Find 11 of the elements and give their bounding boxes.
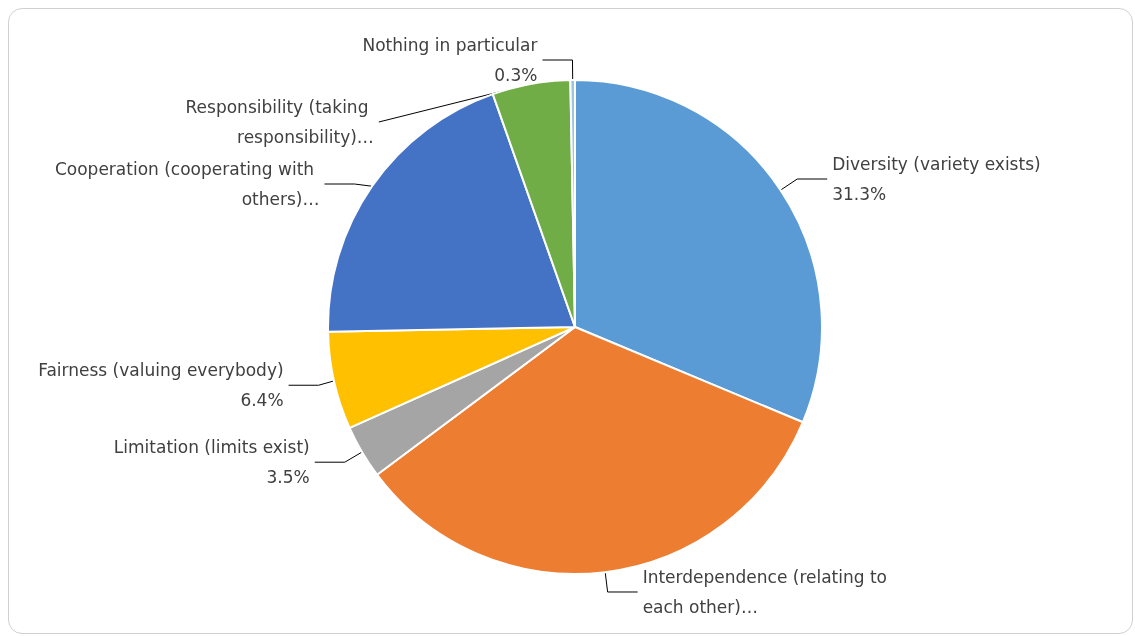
slice-label: Limitation (limits exist) — [113, 437, 310, 458]
slice-label: Fairness (valuing everybody) — [38, 360, 284, 381]
slice-label: Cooperation (cooperating with others)… — [54, 159, 320, 210]
data-label: 3.5% — [266, 467, 310, 488]
slice-label: Nothing in particular — [362, 35, 538, 56]
slice-label: Interdependence (relating to each other)… — [642, 567, 893, 617]
slice-label: Responsibility (taking responsibility)… — [185, 97, 374, 148]
data-label: 31.3% — [832, 184, 887, 205]
slice-label: Diversity (variety exists) — [832, 154, 1041, 175]
data-label: 0.3% — [494, 65, 538, 86]
data-label: 6.4% — [240, 390, 284, 411]
